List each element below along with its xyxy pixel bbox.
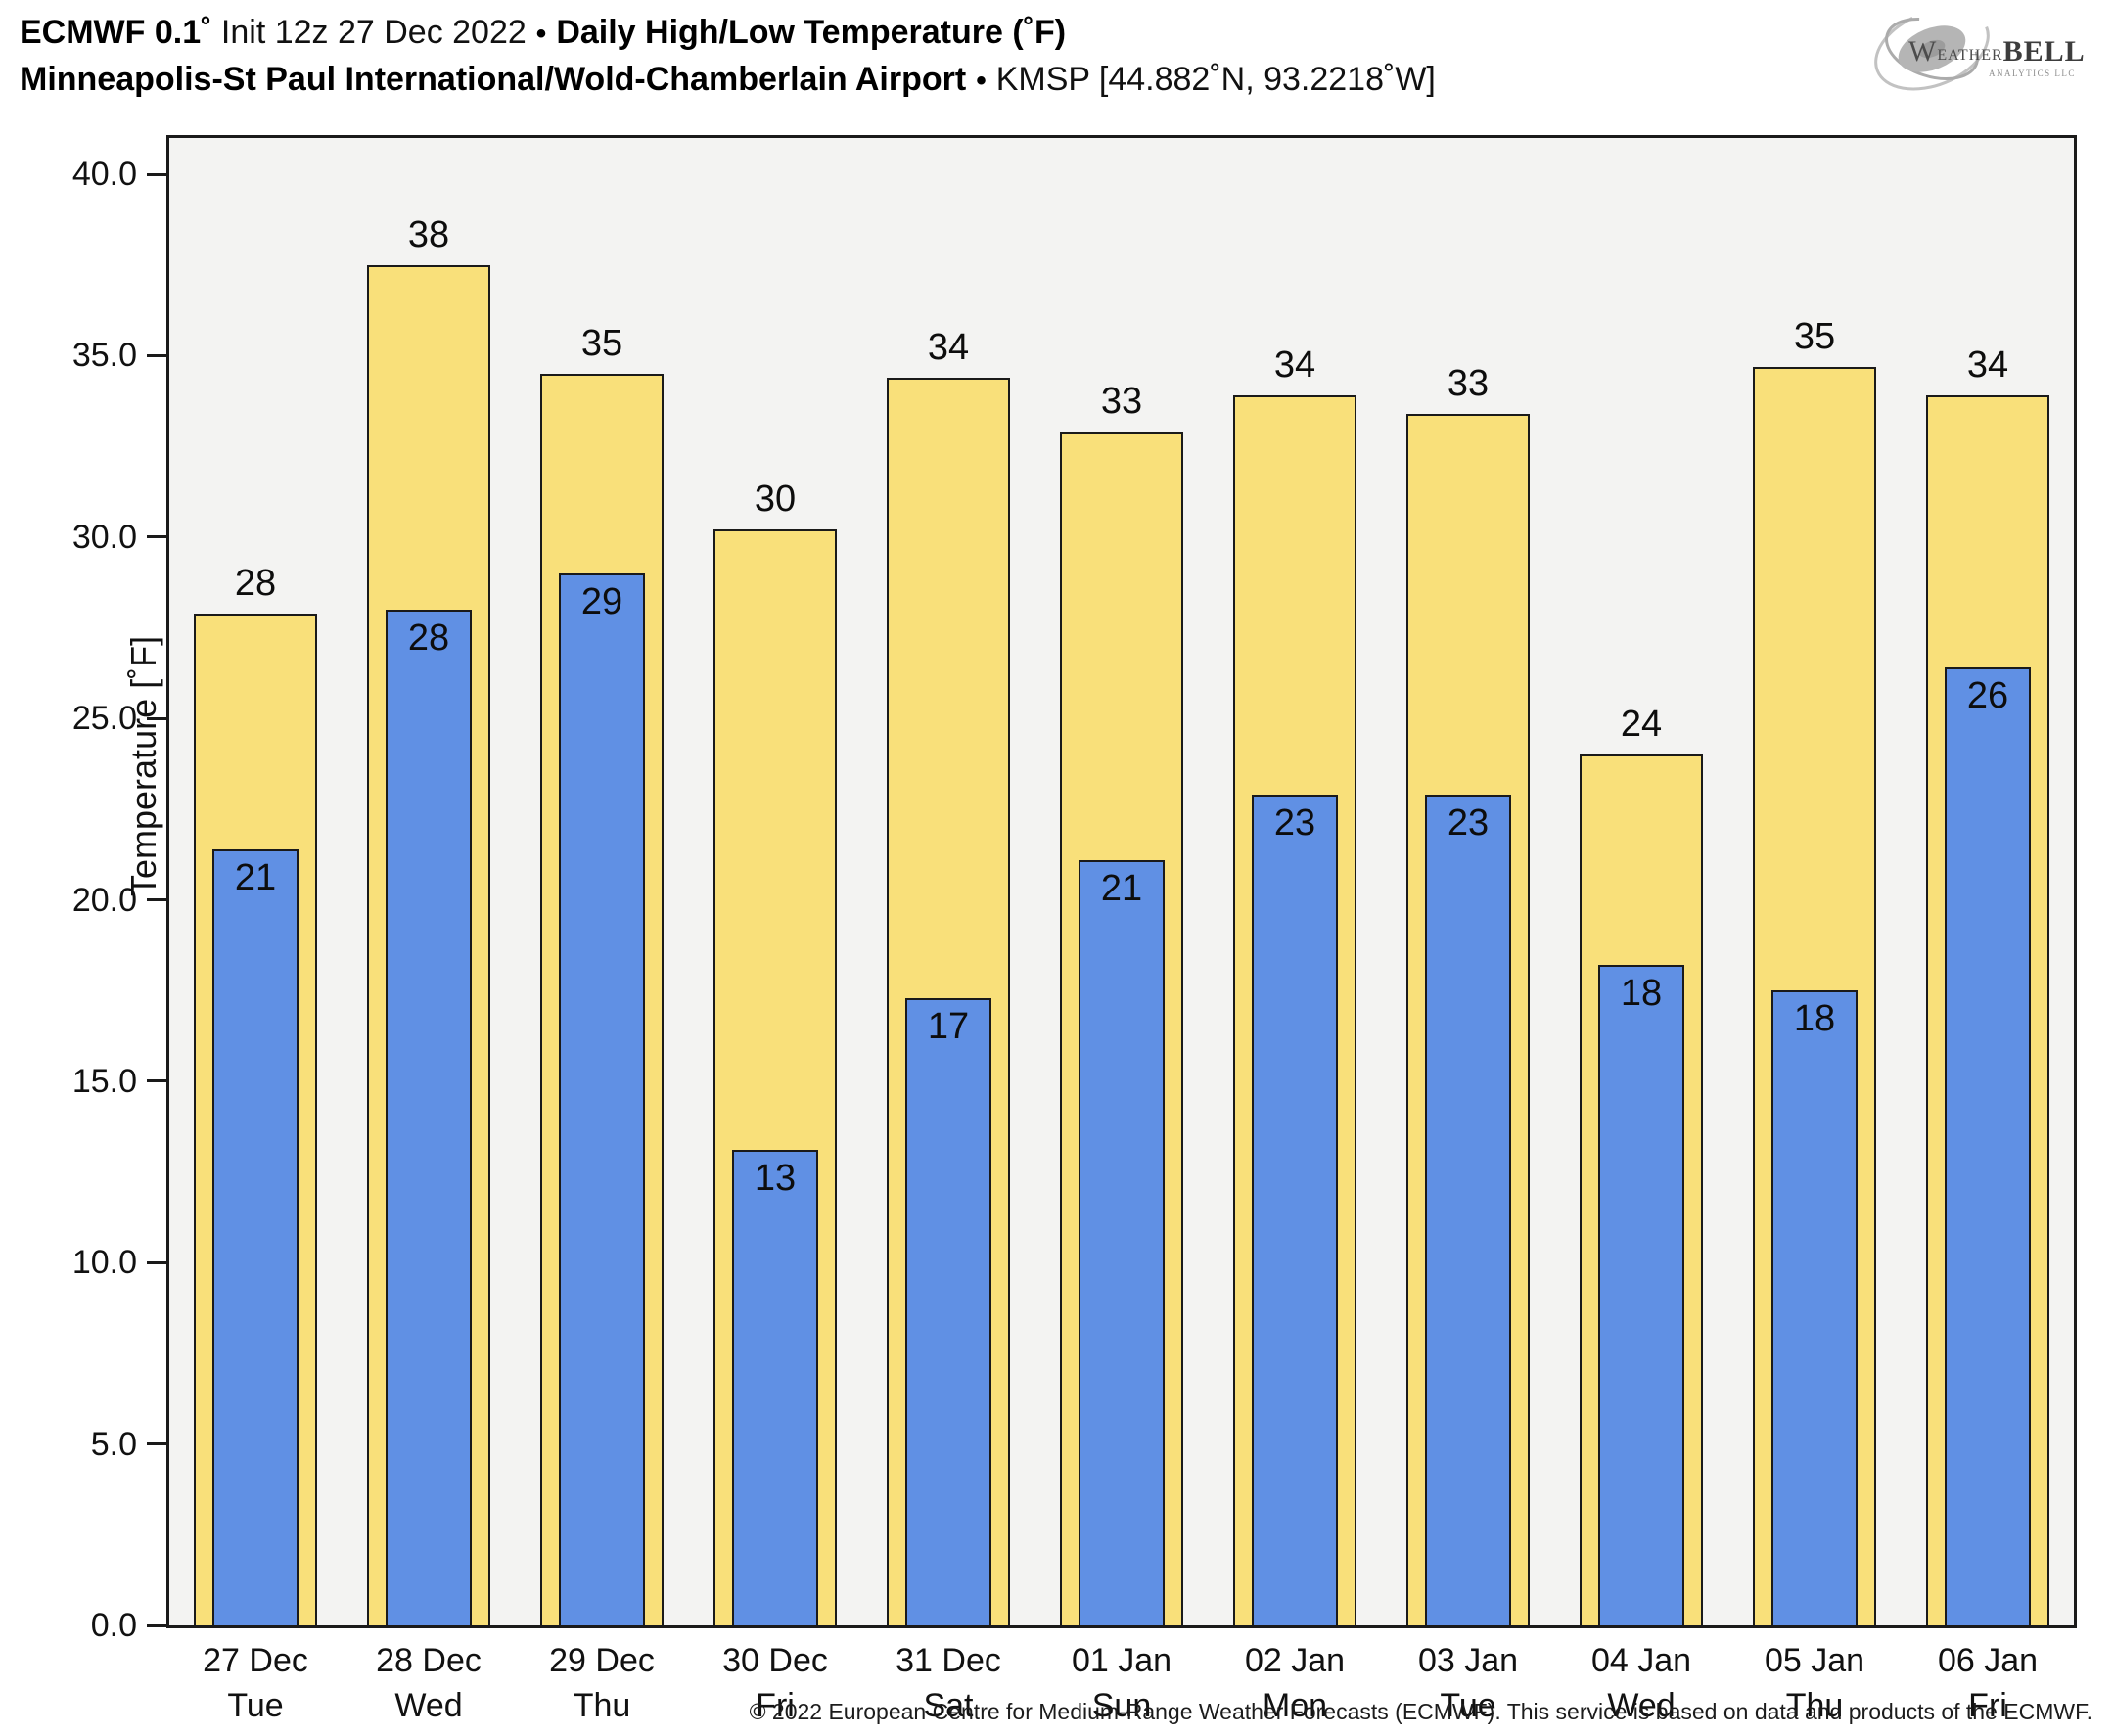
x-tick-label-day: Mon xyxy=(1262,1687,1328,1724)
x-tick-label-date: 05 Jan xyxy=(1764,1642,1865,1679)
copyright-note: © 2022 European Centre for Medium-Range … xyxy=(749,1699,2092,1724)
low-value-label: 18 xyxy=(1620,973,1663,1014)
y-tick-mark xyxy=(147,1442,166,1445)
svg-text:WEATHERBELL: WEATHERBELL xyxy=(1908,35,2085,68)
y-tick-label: 5.0 xyxy=(90,1426,137,1463)
y-tick-label: 0.0 xyxy=(90,1607,137,1644)
low-bar xyxy=(212,849,299,1625)
x-tick-label-date: 27 Dec xyxy=(203,1642,308,1679)
title-station: Minneapolis-St Paul International/Wold-C… xyxy=(20,61,967,98)
high-value-label: 30 xyxy=(754,479,797,520)
x-tick-label-date: 01 Jan xyxy=(1071,1642,1172,1679)
low-bar xyxy=(732,1150,818,1625)
x-tick-label-day: Sat xyxy=(923,1687,974,1724)
high-value-label: 33 xyxy=(1100,381,1143,422)
x-tick-label-day: Thu xyxy=(573,1687,631,1724)
x-tick-label-day: Sun xyxy=(1091,1687,1152,1724)
y-tick-label: 35.0 xyxy=(71,337,137,374)
y-tick-mark xyxy=(147,1079,166,1082)
y-tick-mark xyxy=(147,354,166,357)
title-separator-icon: • xyxy=(535,18,547,50)
x-tick-label-date: 31 Dec xyxy=(896,1642,1001,1679)
y-tick-mark xyxy=(147,1624,166,1627)
low-value-label: 13 xyxy=(754,1158,797,1199)
high-value-label: 34 xyxy=(927,327,970,368)
low-value-label: 21 xyxy=(1100,868,1143,909)
low-value-label: 29 xyxy=(580,581,623,622)
x-tick-label-date: 03 Jan xyxy=(1417,1642,1519,1679)
low-bar xyxy=(1771,990,1858,1625)
plot-area: 28 21 38 28 35 29 30 13 34 17 33 21 34 23 33 23 24 18 35 18… xyxy=(166,135,2077,1628)
x-tick-label-date: 29 Dec xyxy=(549,1642,655,1679)
x-tick-label-day: Tue xyxy=(1440,1687,1496,1724)
high-value-label: 35 xyxy=(1793,316,1836,357)
title-station-id: KMSP [44.882˚N, 93.2218˚W] xyxy=(995,61,1436,98)
low-bar xyxy=(1945,667,2031,1625)
x-tick-label-day: Wed xyxy=(394,1687,463,1724)
x-tick-label-day: Fri xyxy=(756,1687,795,1724)
low-bar xyxy=(1598,965,1684,1625)
x-tick-label-date: 28 Dec xyxy=(376,1642,482,1679)
high-value-label: 28 xyxy=(234,563,277,604)
y-tick-mark xyxy=(147,535,166,538)
high-value-label: 34 xyxy=(1966,344,2009,386)
title-init: Init 12z 27 Dec 2022 xyxy=(220,14,527,51)
y-tick-label: 20.0 xyxy=(71,882,137,919)
x-tick-label-day: Thu xyxy=(1785,1687,1844,1724)
title-product: Daily High/Low Temperature (˚F) xyxy=(556,14,1067,51)
y-tick-mark xyxy=(147,898,166,901)
svg-text:ANALYTICS LLC: ANALYTICS LLC xyxy=(1989,69,2076,78)
x-tick-label-day: Wed xyxy=(1607,1687,1676,1724)
high-value-label: 34 xyxy=(1273,344,1316,386)
x-tick-label-date: 06 Jan xyxy=(1937,1642,2039,1679)
high-value-label: 38 xyxy=(407,214,450,255)
x-tick-label-date: 02 Jan xyxy=(1244,1642,1346,1679)
title-model: ECMWF 0.1˚ xyxy=(20,14,212,51)
chart-title-line2: Minneapolis-St Paul International/Wold-C… xyxy=(20,57,1436,104)
high-value-label: 33 xyxy=(1447,363,1490,404)
low-value-label: 23 xyxy=(1273,802,1316,844)
low-bar xyxy=(1425,795,1511,1625)
hurricane-swirl-icon: WEATHERBELL ANALYTICS LLC xyxy=(1874,7,2085,91)
low-value-label: 21 xyxy=(234,857,277,898)
y-tick-label: 30.0 xyxy=(71,519,137,556)
low-bar xyxy=(1252,795,1338,1625)
high-value-label: 24 xyxy=(1620,704,1663,745)
high-value-label: 35 xyxy=(580,323,623,364)
low-value-label: 26 xyxy=(1966,675,2009,716)
x-tick-label-day: Tue xyxy=(227,1687,284,1724)
x-tick-label-date: 04 Jan xyxy=(1590,1642,1692,1679)
y-tick-label: 40.0 xyxy=(71,156,137,193)
weatherbell-logo: WEATHERBELL ANALYTICS LLC xyxy=(1869,4,2085,94)
chart-header: ECMWF 0.1˚ Init 12z 27 Dec 2022 • Daily Hi… xyxy=(20,10,1436,104)
y-axis-title: Temperature [˚F] xyxy=(123,635,164,896)
logo-w: W xyxy=(1908,35,1937,68)
x-tick-label-date: 30 Dec xyxy=(722,1642,828,1679)
low-bar xyxy=(1079,860,1165,1625)
y-tick-label: 10.0 xyxy=(71,1244,137,1281)
low-value-label: 17 xyxy=(927,1006,970,1047)
low-value-label: 23 xyxy=(1447,802,1490,844)
y-tick-mark xyxy=(147,717,166,720)
y-tick-label: 25.0 xyxy=(71,700,137,737)
y-tick-mark xyxy=(147,173,166,176)
y-tick-mark xyxy=(147,1261,166,1264)
subtitle-separator-icon: • xyxy=(976,65,987,97)
y-tick-label: 15.0 xyxy=(71,1063,137,1100)
low-value-label: 28 xyxy=(407,617,450,659)
low-value-label: 18 xyxy=(1793,998,1836,1039)
low-bar xyxy=(386,610,472,1625)
chart-title-line1: ECMWF 0.1˚ Init 12z 27 Dec 2022 • Daily Hi… xyxy=(20,10,1436,57)
low-bar xyxy=(559,573,645,1625)
x-tick-label-day: Fri xyxy=(1968,1687,2007,1724)
low-bar xyxy=(905,998,991,1625)
